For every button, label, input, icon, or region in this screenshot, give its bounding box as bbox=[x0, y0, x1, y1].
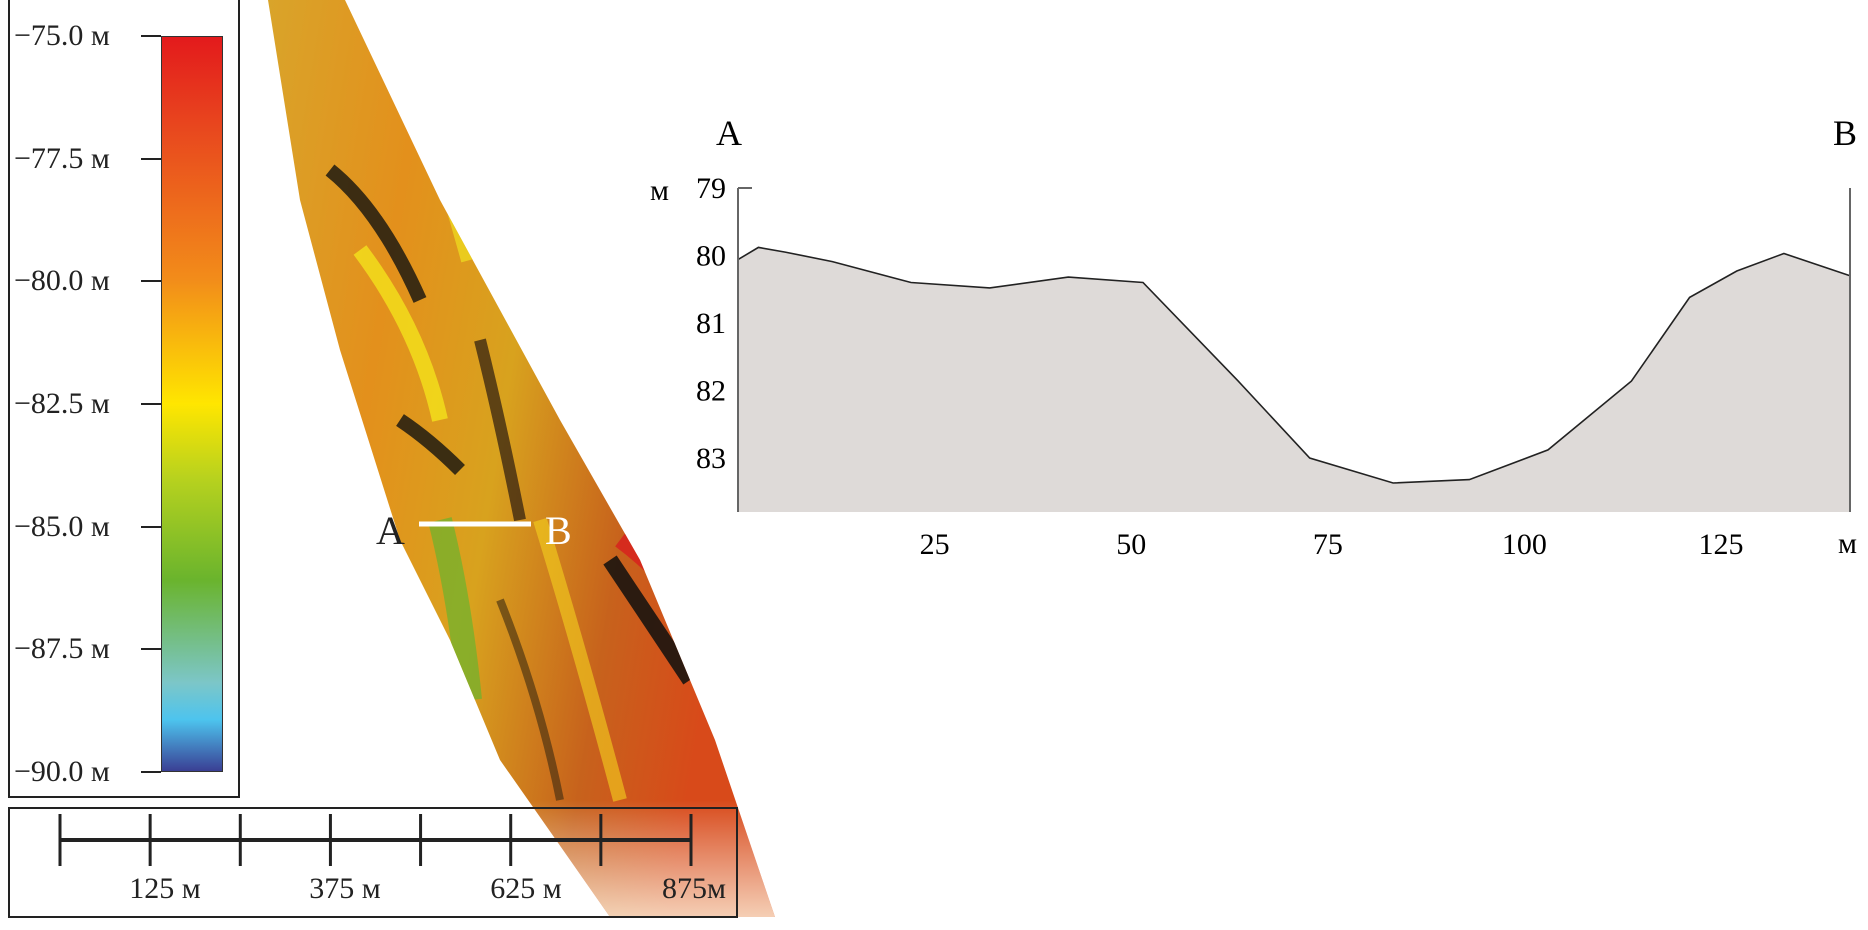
legend-label: −90.0 м bbox=[14, 755, 110, 788]
legend-label: −80.0 м bbox=[14, 264, 110, 298]
x-tick-label: 75 bbox=[1313, 528, 1343, 561]
x-tick-label: 25 bbox=[920, 528, 950, 561]
scale-bar-box bbox=[8, 807, 738, 918]
y-tick-label: 83 bbox=[696, 442, 726, 475]
profile-start-label: A bbox=[716, 113, 742, 153]
plot-area: 79 80 81 82 83 25 50 75 100 125 bbox=[696, 172, 1851, 561]
map-strip bbox=[268, 0, 775, 917]
legend-tick bbox=[141, 648, 161, 651]
profile-area bbox=[738, 247, 1850, 512]
y-tick-label: 80 bbox=[696, 240, 726, 273]
legend-label: −75.0 м bbox=[14, 19, 110, 52]
y-tick-label: 82 bbox=[696, 375, 726, 408]
y-axis-unit: м bbox=[650, 174, 669, 207]
legend-tick bbox=[141, 525, 161, 528]
scale-label-375: 375 м bbox=[309, 872, 381, 905]
profile-end-label: B bbox=[1833, 113, 1857, 153]
legend-label: −77.5 м bbox=[14, 141, 110, 175]
scale-label-125: 125 м bbox=[129, 872, 201, 905]
profile-line bbox=[737, 246, 1851, 484]
x-tick-label: 50 bbox=[1116, 528, 1146, 561]
legend-tick bbox=[141, 157, 161, 160]
x-tick-label: 100 bbox=[1502, 528, 1547, 561]
legend-label: −87.5 м bbox=[14, 632, 110, 666]
x-tick-label: 125 bbox=[1699, 528, 1744, 561]
section-label-b: B bbox=[545, 508, 572, 553]
legend-label: −85.0 м bbox=[14, 509, 110, 543]
legend-tick bbox=[141, 403, 161, 405]
scale-label-875: 875м bbox=[662, 872, 726, 905]
x-axis-unit: м bbox=[1838, 527, 1857, 560]
color-bar bbox=[161, 36, 223, 772]
legend-tick bbox=[141, 280, 161, 283]
legend-label: −82.5 м bbox=[14, 387, 110, 420]
color-legend bbox=[8, 0, 240, 798]
scale-label-625: 625 м bbox=[490, 872, 562, 905]
legend-tick bbox=[141, 771, 161, 773]
section-label-a: A bbox=[376, 508, 405, 553]
y-tick-label: 81 bbox=[696, 307, 726, 340]
legend-tick bbox=[141, 35, 161, 37]
y-tick-label: 79 bbox=[696, 172, 726, 205]
